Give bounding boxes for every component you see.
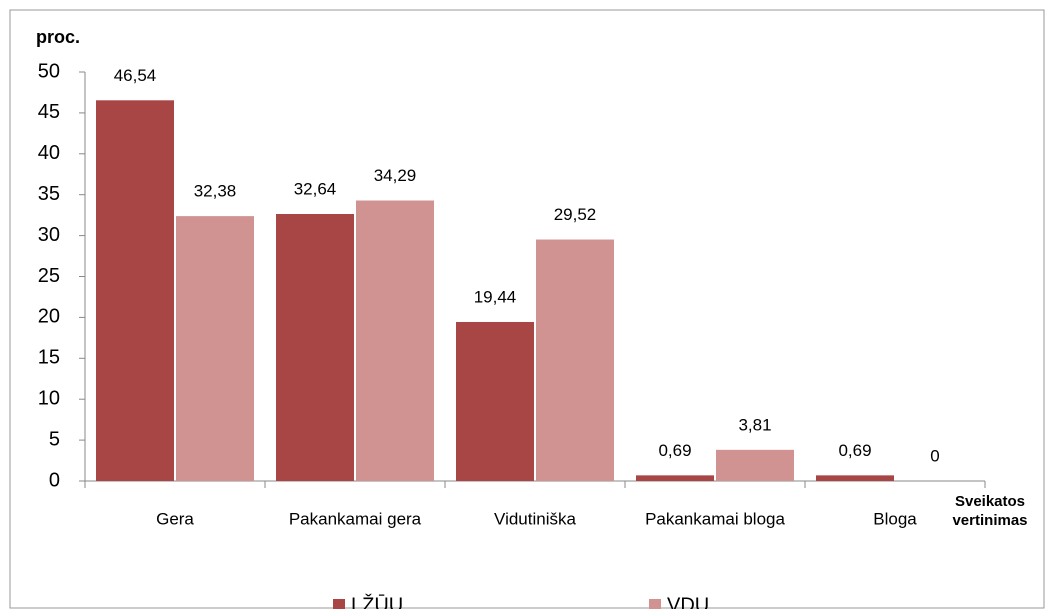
bar — [816, 475, 894, 481]
x-tick-label: Bloga — [873, 509, 917, 528]
legend-swatch — [333, 599, 345, 609]
value-label: 32,64 — [294, 179, 337, 198]
y-tick-label: 20 — [38, 306, 60, 328]
bar — [356, 200, 434, 481]
y-tick-label: 25 — [38, 265, 60, 287]
bar — [456, 321, 534, 481]
x-tick-label: Pakankamai bloga — [645, 509, 785, 528]
value-label: 32,38 — [194, 182, 237, 201]
y-axis-label: proc. — [36, 27, 80, 47]
y-tick-label: 45 — [38, 101, 60, 123]
y-tick-label: 50 — [38, 60, 60, 82]
y-tick-label: 15 — [38, 347, 60, 369]
bar — [716, 449, 794, 481]
value-label: 34,29 — [374, 166, 417, 185]
x-tick-label: Vidutiniška — [494, 509, 576, 528]
bar — [636, 475, 714, 481]
legend-label: VDU — [667, 594, 709, 609]
value-label: 0,69 — [658, 441, 691, 460]
x-axis-label: Sveikatos — [955, 493, 1025, 510]
value-label: 46,54 — [114, 66, 157, 85]
y-tick-label: 40 — [38, 142, 60, 164]
y-tick-label: 35 — [38, 183, 60, 205]
bar — [96, 100, 174, 482]
y-tick-label: 0 — [49, 469, 60, 491]
bar — [536, 239, 614, 481]
x-tick-label: Pakankamai gera — [289, 509, 422, 528]
legend-label: LŽŪU — [351, 593, 403, 609]
y-tick-label: 10 — [38, 387, 60, 409]
x-axis-label: vertinimas — [952, 512, 1027, 529]
y-tick-label: 30 — [38, 224, 60, 246]
value-label: 3,81 — [738, 415, 771, 434]
bar — [176, 216, 254, 482]
bar — [276, 214, 354, 481]
value-label: 0,69 — [838, 441, 871, 460]
x-tick-label: Gera — [156, 509, 194, 528]
value-label: 0 — [930, 446, 939, 465]
value-label: 29,52 — [554, 205, 597, 224]
y-tick-label: 5 — [49, 428, 60, 450]
legend-swatch — [649, 599, 661, 609]
value-label: 19,44 — [474, 287, 517, 306]
